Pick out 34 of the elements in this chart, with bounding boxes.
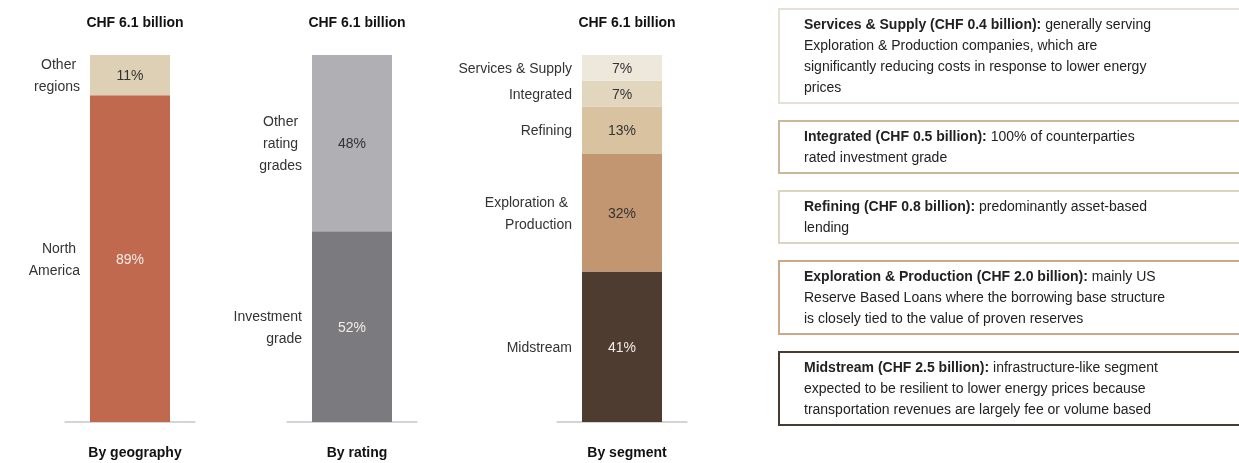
data-label: 7% (611, 85, 633, 102)
bar (582, 154, 662, 272)
series-label: Refining (520, 122, 572, 139)
chart-title: CHF 6.1 billion (86, 14, 184, 30)
data-label: 32% (607, 204, 637, 221)
data-label: 41% (607, 338, 637, 355)
text: Integrated (CHF 0.5 billion): 100% of counterparties rated investment grade (804, 128, 1135, 165)
data-label: 52% (337, 318, 367, 335)
text: Midstream (CHF 2.5 billion): infrastructure-like segment expected to be resilient to lower energy prices because transportation revenues are largely fee or volume based (804, 359, 1158, 417)
data-label: 89% (115, 250, 145, 267)
series-label: Investment grade (233, 307, 303, 346)
text: Exploration & Production (CHF 2.0 billion): mainly US Reserve Based Loans where the borrowing base structure is closely tied to the value of proven reserves (804, 268, 1166, 326)
series-label: Other regions (34, 56, 80, 95)
bar (582, 106, 662, 155)
series-label: Exploration & Production (484, 193, 572, 232)
bar (582, 80, 662, 107)
data-label: 7% (611, 59, 633, 76)
series-label: Other rating grades (259, 113, 302, 174)
data-label: 11% (116, 67, 144, 84)
text: Services & Supply (CHF 0.4 billion): generally serving Exploration & Production companies, which are significantly reducing costs in response to lower energy prices (804, 16, 1152, 95)
bar (582, 55, 662, 81)
chart-title: CHF 6.1 billion (578, 14, 676, 30)
x-axis-title: By geography (88, 444, 182, 460)
text: Refining (CHF 0.8 billion): predominantly asset-based lending (804, 198, 1148, 235)
chart-title: CHF 6.1 billion (308, 14, 406, 30)
data-label: 48% (337, 135, 367, 152)
series-label: Integrated (508, 85, 572, 102)
series-label: Services & Supply (458, 59, 572, 76)
data-label: 13% (607, 122, 637, 139)
series-label: Midstream (506, 338, 572, 355)
series-label: North America (28, 239, 81, 278)
x-axis-title: By rating (326, 444, 388, 460)
x-axis-title: By segment (587, 444, 668, 460)
bar (582, 271, 662, 422)
